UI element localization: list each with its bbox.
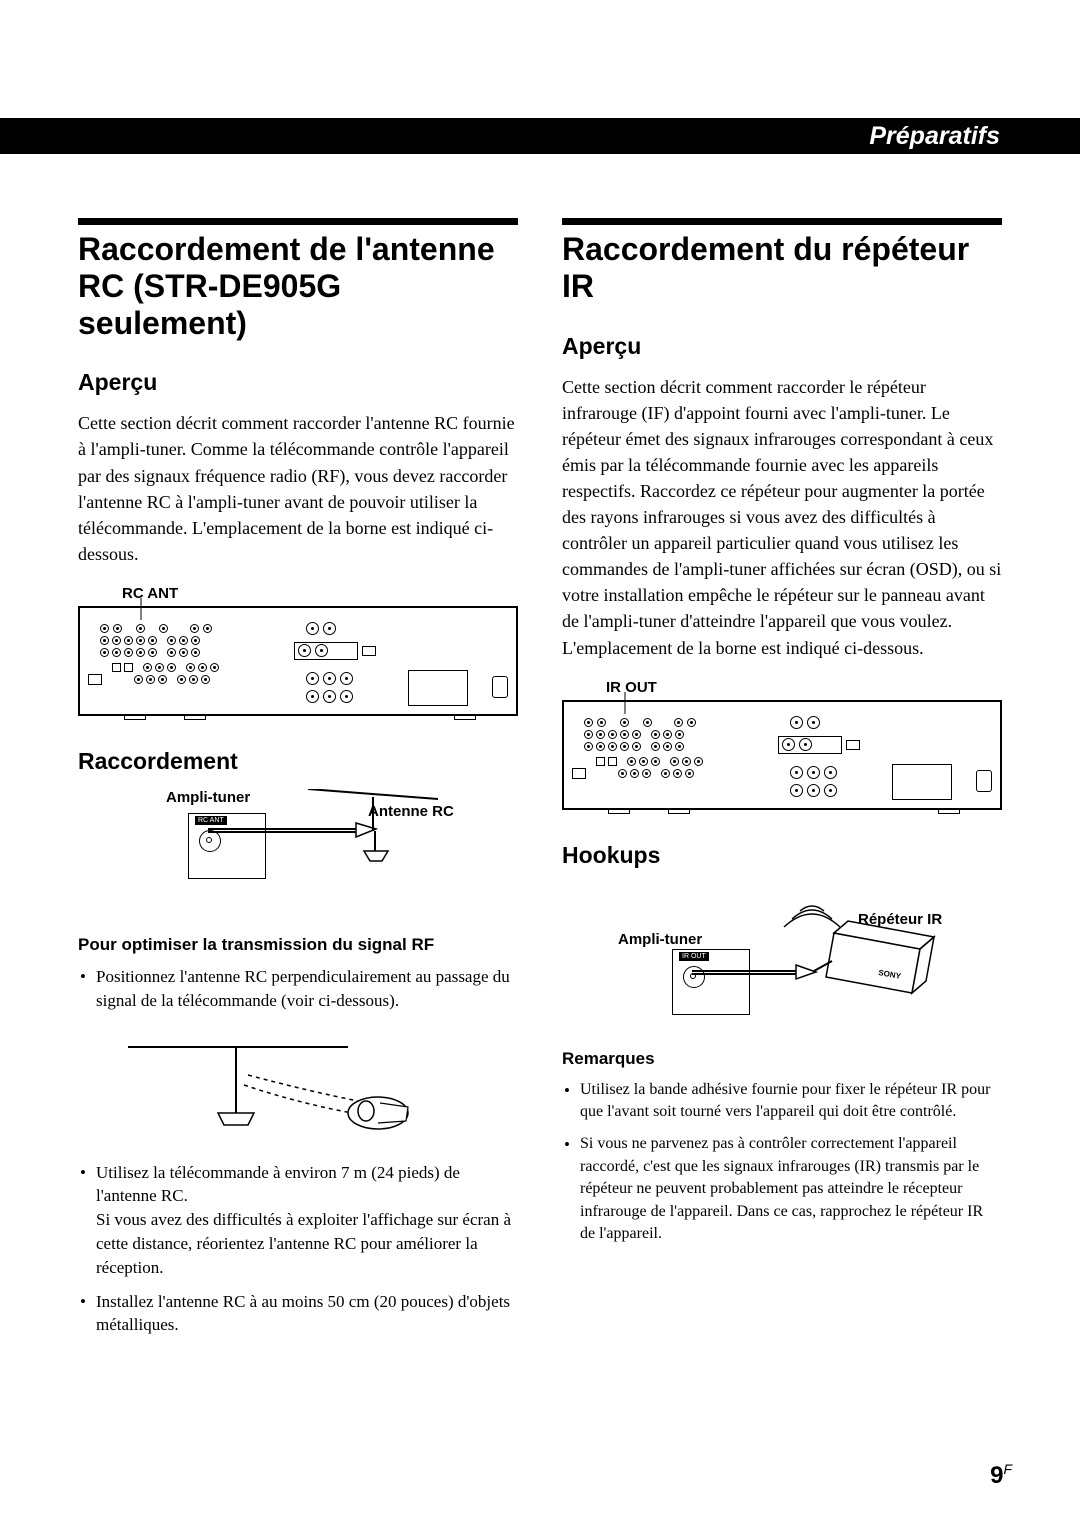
- right-title: Raccordement du répéteur IR: [562, 231, 1002, 305]
- ampli-tuner-label-r: Ampli-tuner: [618, 931, 702, 948]
- rear-panel-diagram-left: [78, 606, 518, 716]
- rule: [78, 218, 518, 225]
- list-item: Utilisez la télécommande à environ 7 m (…: [78, 1161, 518, 1280]
- antenna-icon: [208, 789, 458, 889]
- left-column: Raccordement de l'antenne RC (STR-DE905G…: [78, 218, 518, 1347]
- page-number: 9F: [990, 1461, 1012, 1490]
- right-overview-heading: Aperçu: [562, 333, 1002, 360]
- header-bar: Préparatifs: [0, 118, 1080, 154]
- rear-panel-diagram-right: [562, 700, 1002, 810]
- notes-heading: Remarques: [562, 1049, 1002, 1069]
- rc-ant-label: RC ANT: [122, 585, 518, 602]
- page-num-value: 9: [990, 1462, 1003, 1489]
- left-hookup-heading: Raccordement: [78, 748, 518, 775]
- optimize-bullets: Positionnez l'antenne RC perpendiculaire…: [78, 965, 518, 1013]
- optimize-bullets-2: Utilisez la télécommande à environ 7 m (…: [78, 1161, 518, 1338]
- list-item: Si vous ne parvenez pas à contrôler corr…: [562, 1133, 1002, 1245]
- left-title: Raccordement de l'antenne RC (STR-DE905G…: [78, 231, 518, 341]
- remote-signal-diagram: [118, 1025, 518, 1145]
- list-item: Positionnez l'antenne RC perpendiculaire…: [78, 965, 518, 1013]
- right-overview-text: Cette section décrit comment raccorder l…: [562, 374, 1002, 661]
- section-title: Préparatifs: [869, 122, 1000, 151]
- right-column: Raccordement du répéteur IR Aperçu Cette…: [562, 218, 1002, 1347]
- left-overview-heading: Aperçu: [78, 369, 518, 396]
- content-area: Raccordement de l'antenne RC (STR-DE905G…: [78, 218, 1002, 1347]
- left-overview-text: Cette section décrit comment raccorder l…: [78, 410, 518, 567]
- hookup-diagram-left: Ampli-tuner Antenne RC RC ANT: [78, 789, 518, 919]
- rule: [562, 218, 1002, 225]
- page-num-suffix: F: [1003, 1461, 1012, 1477]
- ir-repeater-icon: SONY: [692, 883, 972, 1033]
- right-hookup-heading: Hookups: [562, 842, 1002, 869]
- hookup-diagram-right: Ampli-tuner Répéteur IR IR OUT SONY: [562, 883, 1002, 1033]
- list-item: Utilisez la bande adhésive fournie pour …: [562, 1079, 1002, 1124]
- notes-bullets: Utilisez la bande adhésive fournie pour …: [562, 1079, 1002, 1246]
- ir-out-label: IR OUT: [606, 679, 1002, 696]
- list-item: Installez l'antenne RC à au moins 50 cm …: [78, 1290, 518, 1338]
- optimize-heading: Pour optimiser la transmission du signal…: [78, 935, 518, 955]
